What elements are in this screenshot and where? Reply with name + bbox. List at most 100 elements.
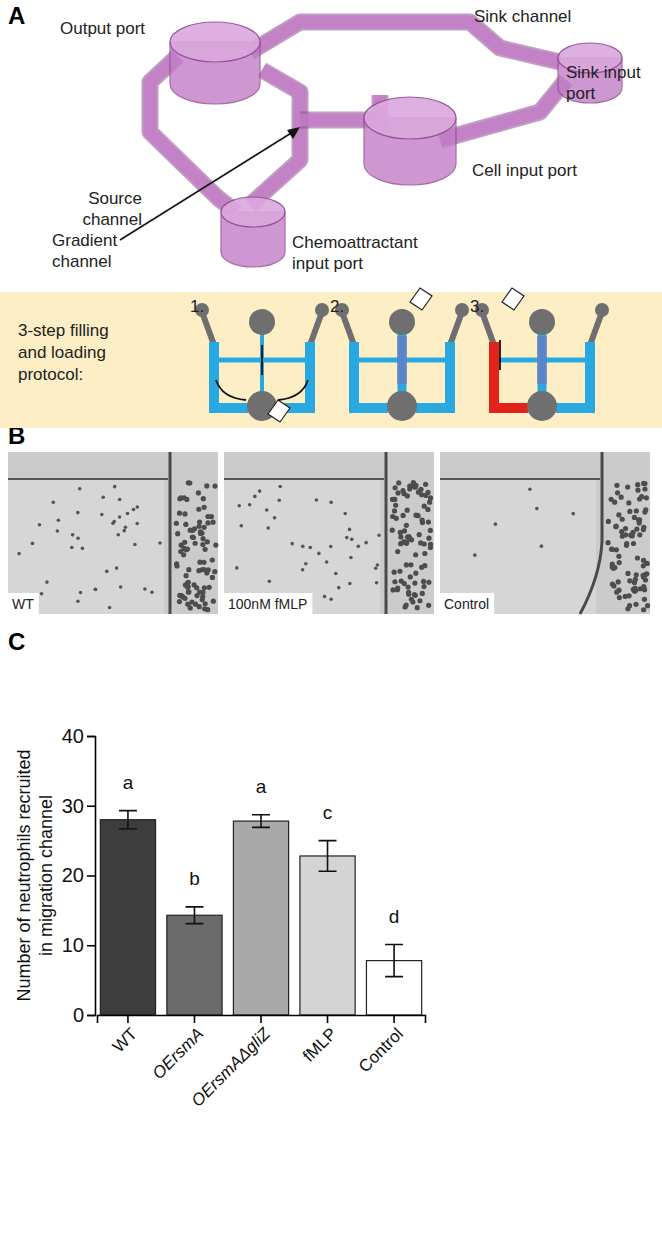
- cell: [329, 598, 333, 602]
- cell: [641, 481, 646, 486]
- cell: [31, 542, 35, 546]
- device: [150, 22, 622, 267]
- cell: [364, 541, 368, 545]
- cell: [186, 580, 191, 585]
- bar: [100, 820, 155, 1015]
- cell: [345, 536, 349, 540]
- cell: [634, 526, 639, 531]
- significance-letter: c: [323, 802, 333, 823]
- cell: [405, 493, 410, 498]
- cell: [616, 588, 621, 593]
- cell: [614, 483, 619, 488]
- cell: [393, 503, 398, 508]
- cell: [119, 585, 123, 589]
- cell: [334, 572, 338, 576]
- cell: [425, 507, 430, 512]
- cell: [627, 603, 632, 608]
- cell: [196, 507, 201, 512]
- cell: [204, 483, 209, 488]
- cell: [390, 514, 395, 519]
- cell: [645, 561, 650, 566]
- cell: [400, 488, 405, 493]
- cells: [537, 336, 547, 384]
- error-bar: [385, 945, 403, 977]
- y-tick-mark: [87, 1015, 95, 1017]
- cell: [395, 586, 400, 591]
- cell: [392, 570, 397, 575]
- cell: [197, 519, 202, 524]
- cell: [177, 599, 182, 604]
- cell: [196, 490, 201, 495]
- cell: [193, 541, 198, 546]
- cell: [132, 508, 136, 512]
- cell: [405, 508, 410, 513]
- cell: [637, 517, 642, 522]
- cell: [278, 485, 282, 489]
- diagram-label-line: channel: [82, 210, 142, 229]
- x-axis-line: [98, 1016, 426, 1024]
- y-axis: 010203040: [62, 725, 96, 1026]
- cell: [392, 485, 397, 490]
- channel-side-edge: [169, 452, 172, 614]
- cell: [615, 490, 620, 495]
- cell: [606, 519, 611, 524]
- diagram-label-line: Chemoattractant: [292, 233, 418, 252]
- cell: [118, 498, 122, 502]
- cell: [627, 593, 632, 598]
- y-tick-mark: [87, 875, 95, 877]
- cell: [642, 597, 647, 602]
- arm-port: [315, 303, 329, 317]
- cell: [94, 588, 98, 592]
- cell: [632, 515, 637, 520]
- cell: [611, 566, 616, 571]
- cell: [635, 488, 640, 493]
- x-tick: OErsmA: [149, 1015, 208, 1083]
- cell: [115, 566, 119, 570]
- diagram-label-line: Sink channel: [474, 7, 571, 26]
- protocol-title-line: 3-step filling: [18, 321, 109, 340]
- bars: [100, 811, 421, 1015]
- port-top: [389, 309, 415, 335]
- cell: [202, 606, 207, 611]
- cell: [639, 494, 644, 499]
- cell: [634, 508, 639, 513]
- arm: [202, 312, 214, 345]
- cell: [428, 545, 433, 550]
- significance-letter: d: [389, 906, 400, 927]
- cell: [191, 535, 196, 540]
- y-axis-title-line: Number of neutrophils recruited: [14, 749, 34, 1001]
- cell: [186, 567, 191, 572]
- cell: [642, 587, 647, 592]
- diagram-label: Cell input port: [472, 161, 577, 180]
- port: [364, 97, 456, 185]
- cell: [392, 579, 397, 584]
- diagram-label: Output port: [60, 19, 145, 38]
- cell: [100, 513, 104, 517]
- cell: [348, 528, 352, 532]
- cell: [356, 545, 360, 549]
- cell: [613, 524, 618, 529]
- migration-area: [8, 480, 164, 614]
- cell: [619, 529, 624, 534]
- flow-arrows: [216, 345, 308, 400]
- cell: [40, 592, 44, 596]
- arm: [590, 312, 602, 345]
- cell: [413, 513, 418, 518]
- cell: [76, 599, 80, 603]
- cell: [407, 536, 412, 541]
- step-number: 2.: [330, 297, 344, 316]
- cell: [212, 484, 217, 489]
- cell: [181, 495, 186, 500]
- step-number: 1.: [190, 297, 204, 316]
- cell: [426, 580, 431, 585]
- cell: [397, 569, 402, 574]
- cell: [390, 528, 395, 533]
- cell: [301, 568, 305, 572]
- y-tick-label: 40: [62, 725, 84, 747]
- y-tick-label: 0: [73, 1004, 84, 1026]
- cell: [620, 534, 625, 539]
- cell: [200, 594, 205, 599]
- cell: [329, 500, 333, 504]
- cell: [174, 521, 179, 526]
- cell: [197, 604, 202, 609]
